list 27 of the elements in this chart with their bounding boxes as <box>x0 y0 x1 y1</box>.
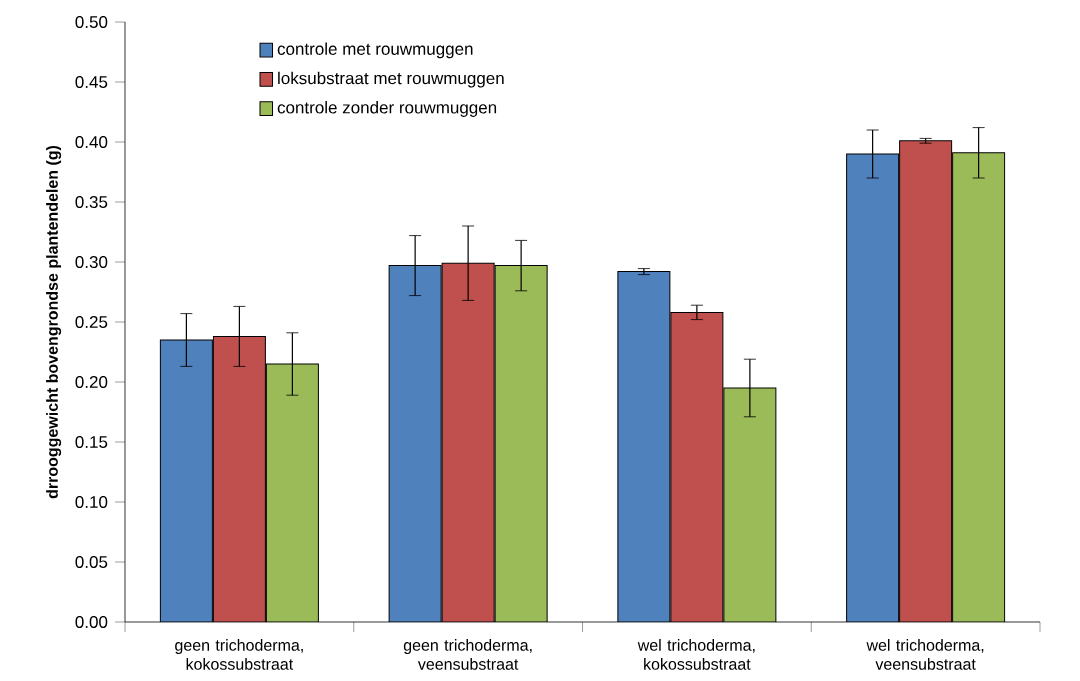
bar <box>723 388 776 622</box>
x-tick-label: geen trichoderma, kokossubstraat <box>175 639 303 670</box>
y-tick-label: 0.10 <box>75 496 108 509</box>
bar <box>952 152 1006 622</box>
y-tick-label: 0.40 <box>75 136 108 149</box>
legend-label: controle zonder rouwmuggen <box>277 101 497 117</box>
bar <box>670 312 723 622</box>
legend-label: loksubstraat met rouwmuggen <box>278 71 504 88</box>
bar <box>442 263 495 622</box>
x-tick-label: geen trichoderma, veensubstraat <box>403 639 532 670</box>
y-tick-label: 0.05 <box>75 556 108 569</box>
y-tick-label: 0.25 <box>75 316 108 329</box>
y-tick-label: 0.50 <box>75 16 108 29</box>
x-tick-label: wel trichoderma, kokossubstraat <box>637 639 755 670</box>
y-tick-label: 0.30 <box>75 256 108 269</box>
bar <box>495 265 548 622</box>
y-tick-label: 0.00 <box>75 616 108 629</box>
y-tick-label: 0.35 <box>75 196 108 209</box>
x-tick-label: wel trichoderma, veensubstraat <box>866 639 984 670</box>
bar <box>213 336 266 622</box>
y-tick-label: 0.20 <box>75 376 108 389</box>
bar <box>899 140 953 622</box>
bar <box>266 364 319 622</box>
y-tick-label: 0.15 <box>75 436 108 449</box>
y-tick-label: 0.45 <box>75 76 108 89</box>
legend-label: controle met rouwmuggen <box>277 42 473 59</box>
y-axis-title: drrooggewicht bovengrondse plantendelen (g) <box>46 145 62 499</box>
